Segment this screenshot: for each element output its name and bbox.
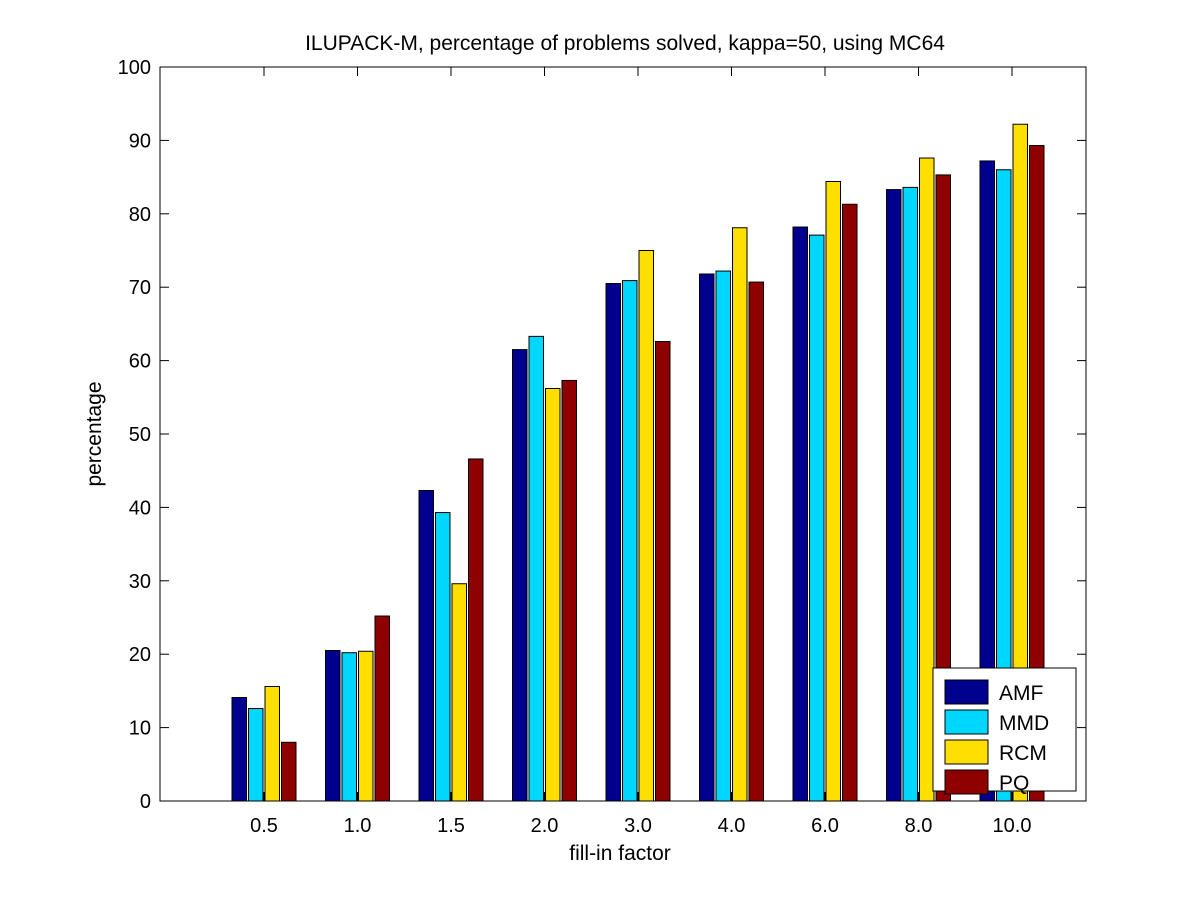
bar-mmd-2.0: [528, 335, 544, 802]
bar-amf-1.5: [418, 490, 434, 802]
bar-pq-0.5: [281, 741, 297, 802]
bar-pq-4.0: [748, 281, 764, 802]
chart-title: ILUPACK-M, percentage of problems solved…: [305, 32, 945, 55]
x-tick-label: 8.0: [905, 815, 933, 837]
legend-label-amf: AMF: [999, 682, 1043, 705]
bar-amf-8.0: [886, 189, 902, 802]
bar-rcm-3.0: [638, 250, 654, 802]
bar-mmd-6.0: [809, 234, 825, 802]
x-tick-label: 0.5: [250, 815, 278, 837]
legend-label-rcm: RCM: [999, 742, 1047, 765]
bar-pq-2.0: [561, 379, 577, 802]
bars-layer: [231, 123, 1045, 802]
bar-pq-3.0: [655, 341, 671, 802]
y-tick-label: 50: [129, 424, 151, 446]
bar-rcm-0.5: [264, 686, 280, 802]
legend-swatch-amf: [944, 679, 989, 705]
legend: AMF MMD RCM PQ: [932, 667, 1077, 795]
bar-rcm-6.0: [825, 181, 841, 802]
y-tick-label: 0: [140, 791, 151, 813]
x-tick-label: 2.0: [531, 815, 559, 837]
legend-label-pq: PQ: [999, 772, 1029, 795]
bar-rcm-1.5: [451, 583, 467, 802]
bar-rcm-1.0: [358, 650, 374, 802]
legend-swatch-mmd: [944, 709, 989, 735]
x-tick-label: 6.0: [811, 815, 839, 837]
y-tick-label: 20: [129, 644, 151, 666]
x-tick-label: 3.0: [624, 815, 652, 837]
bar-mmd-1.0: [341, 652, 357, 802]
y-tick-label: 100: [118, 57, 151, 79]
bar-rcm-2.0: [545, 387, 561, 802]
bar-pq-6.0: [842, 203, 858, 802]
bar-mmd-1.5: [435, 512, 451, 802]
y-tick-label: 10: [129, 718, 151, 740]
bar-amf-1.0: [325, 650, 341, 802]
bar-amf-2.0: [512, 349, 528, 802]
y-tick-label: 90: [129, 130, 151, 152]
bar-rcm-4.0: [732, 227, 748, 802]
x-tick-label: 4.0: [718, 815, 746, 837]
x-tick-label: 10.0: [993, 815, 1032, 837]
bar-amf-3.0: [605, 283, 621, 802]
bar-amf-0.5: [231, 697, 247, 802]
y-tick-label: 80: [129, 204, 151, 226]
bar-rcm-8.0: [919, 157, 935, 802]
bar-pq-1.5: [468, 458, 484, 802]
bar-pq-1.0: [374, 615, 390, 802]
bar-amf-6.0: [792, 226, 808, 802]
ticks-layer: 0 10 20 30 40 50 60 70 80 90 100 0.5 1.0 1.5 2.0 3.0 4.0…: [118, 57, 1086, 837]
y-tick-label: 70: [129, 277, 151, 299]
bar-amf-4.0: [699, 273, 715, 802]
bar-mmd-4.0: [715, 270, 731, 802]
bar-mmd-8.0: [902, 186, 918, 802]
y-tick-label: 40: [129, 497, 151, 519]
bar-mmd-0.5: [248, 708, 264, 802]
x-tick-label: 1.0: [344, 815, 372, 837]
y-tick-label: 60: [129, 351, 151, 373]
legend-swatch-pq: [944, 769, 989, 795]
legend-label-mmd: MMD: [999, 712, 1049, 735]
x-axis-title: fill-in factor: [569, 842, 671, 865]
bar-mmd-3.0: [622, 280, 638, 802]
legend-swatch-rcm: [944, 739, 989, 765]
x-tick-label: 1.5: [437, 815, 465, 837]
y-tick-label: 30: [129, 571, 151, 593]
y-axis-title: percentage: [83, 381, 106, 486]
